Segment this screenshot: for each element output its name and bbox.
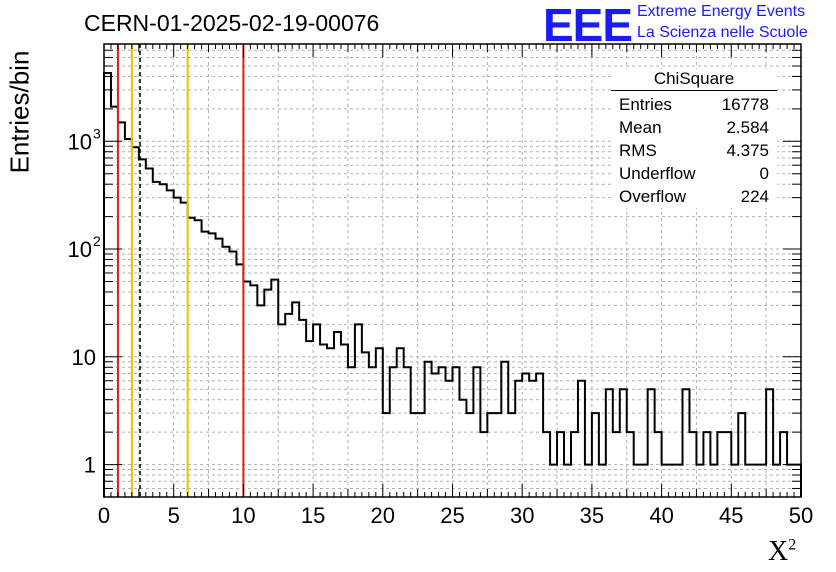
y-tick-label: 1 xyxy=(84,453,96,478)
logo-line-1: Extreme Energy Events xyxy=(637,3,806,20)
x-tick-label: 30 xyxy=(510,503,534,528)
x-tick-label: 20 xyxy=(371,503,395,528)
x-axis-label-base: X xyxy=(768,536,789,567)
stats-row-overflow: Overflow 224 xyxy=(611,185,777,208)
y-tick-label: 10 xyxy=(68,129,92,154)
stats-value: 2.584 xyxy=(726,118,769,137)
stats-value: 4.375 xyxy=(726,141,769,160)
histogram-series xyxy=(103,72,802,497)
stats-value: 16778 xyxy=(721,95,769,114)
y-tick-label-exponent: 2 xyxy=(93,233,101,249)
x-tick-label: 5 xyxy=(168,503,180,528)
x-axis-label: X2 xyxy=(768,536,796,568)
y-tick-label: 10 xyxy=(68,237,92,262)
stats-title: ChiSquare xyxy=(611,69,777,91)
stats-label: Entries xyxy=(619,95,672,114)
stats-row-rms: RMS 4.375 xyxy=(611,139,777,162)
stats-row-entries: Entries 16778 xyxy=(611,93,777,116)
x-axis-label-exponent: 2 xyxy=(788,536,797,554)
stats-row-underflow: Underflow 0 xyxy=(611,162,777,185)
stats-label: Underflow xyxy=(619,164,696,183)
x-tick-label: 15 xyxy=(301,503,325,528)
x-tick-label: 25 xyxy=(440,503,464,528)
stats-label: Overflow xyxy=(619,187,687,206)
y-tick-label: 10 xyxy=(72,345,96,370)
x-tick-label: 50 xyxy=(789,503,813,528)
stats-box: ChiSquare Entries 16778 Mean 2.584 RMS 4… xyxy=(611,69,777,208)
run-title: CERN-01-2025-02-19-00076 xyxy=(84,10,380,36)
stats-value: 0 xyxy=(759,164,769,183)
stats-row-mean: Mean 2.584 xyxy=(611,116,777,139)
y-tick-label-exponent: 3 xyxy=(93,125,101,141)
x-tick-label: 45 xyxy=(719,503,743,528)
y-axis-label: Entries/bin xyxy=(4,50,35,174)
x-tick-label: 40 xyxy=(649,503,673,528)
x-tick-label: 10 xyxy=(231,503,255,528)
stats-label: RMS xyxy=(619,141,657,160)
x-tick-label: 0 xyxy=(98,503,110,528)
stats-value: 224 xyxy=(740,187,769,206)
x-tick-label: 35 xyxy=(580,503,604,528)
stats-label: Mean xyxy=(619,118,662,137)
logo-line-2: La Scienza nelle Scuole xyxy=(637,24,808,41)
eee-logo: EEE xyxy=(543,0,633,51)
